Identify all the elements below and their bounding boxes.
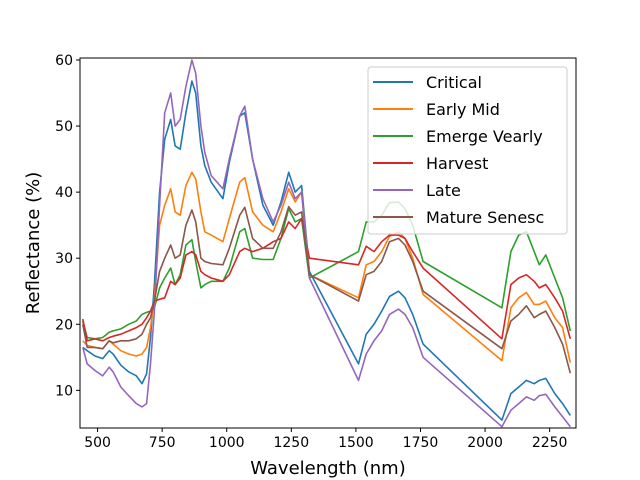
y-tick-label-4: 50 <box>55 119 73 135</box>
legend: Critical Early Mid Emerge Vearly Harvest Lat… <box>367 66 568 235</box>
x-tick-label-5: 1750 <box>403 435 439 451</box>
y-tick-label-3: 40 <box>55 185 73 201</box>
x-axis-label: Wavelength (nm) <box>250 458 406 479</box>
plot-area-frame <box>79 57 577 429</box>
legend-label-2: Emerge Vearly <box>426 127 543 146</box>
series-line-3 <box>82 217 572 342</box>
legend-box <box>367 66 568 235</box>
y-tick-label-0: 10 <box>55 383 73 399</box>
x-tick-label-7: 2250 <box>532 435 568 451</box>
x-tick-label-0: 500 <box>84 435 111 451</box>
series-line-4 <box>82 59 571 428</box>
y-tick-label-1: 20 <box>55 317 73 333</box>
y-tick-label-2: 30 <box>55 251 73 267</box>
x-tick-label-3: 1250 <box>273 435 309 451</box>
x-tick-label-6: 2000 <box>467 435 503 451</box>
series-line-1 <box>82 171 572 363</box>
x-tick-label-4: 1500 <box>338 435 374 451</box>
y-axis-ticks: 10 20 30 40 50 60 <box>55 53 80 399</box>
x-axis-ticks: 500 750 1000 1250 1500 1750 2000 2250 <box>84 428 567 451</box>
series-line-2 <box>82 201 572 340</box>
x-tick-label-2: 1000 <box>209 435 245 451</box>
legend-label-5: Mature Senesc <box>426 208 544 227</box>
series-line-0 <box>82 80 571 421</box>
legend-label-0: Critical <box>426 73 482 92</box>
y-tick-label-5: 60 <box>55 53 73 69</box>
legend-label-1: Early Mid <box>426 100 500 119</box>
series-lines <box>82 59 572 428</box>
legend-label-4: Late <box>426 181 461 200</box>
x-tick-label-1: 750 <box>149 435 176 451</box>
series-line-5 <box>82 205 572 374</box>
y-axis-label: Reflectance (%) <box>23 172 44 314</box>
legend-label-3: Harvest <box>426 154 488 173</box>
